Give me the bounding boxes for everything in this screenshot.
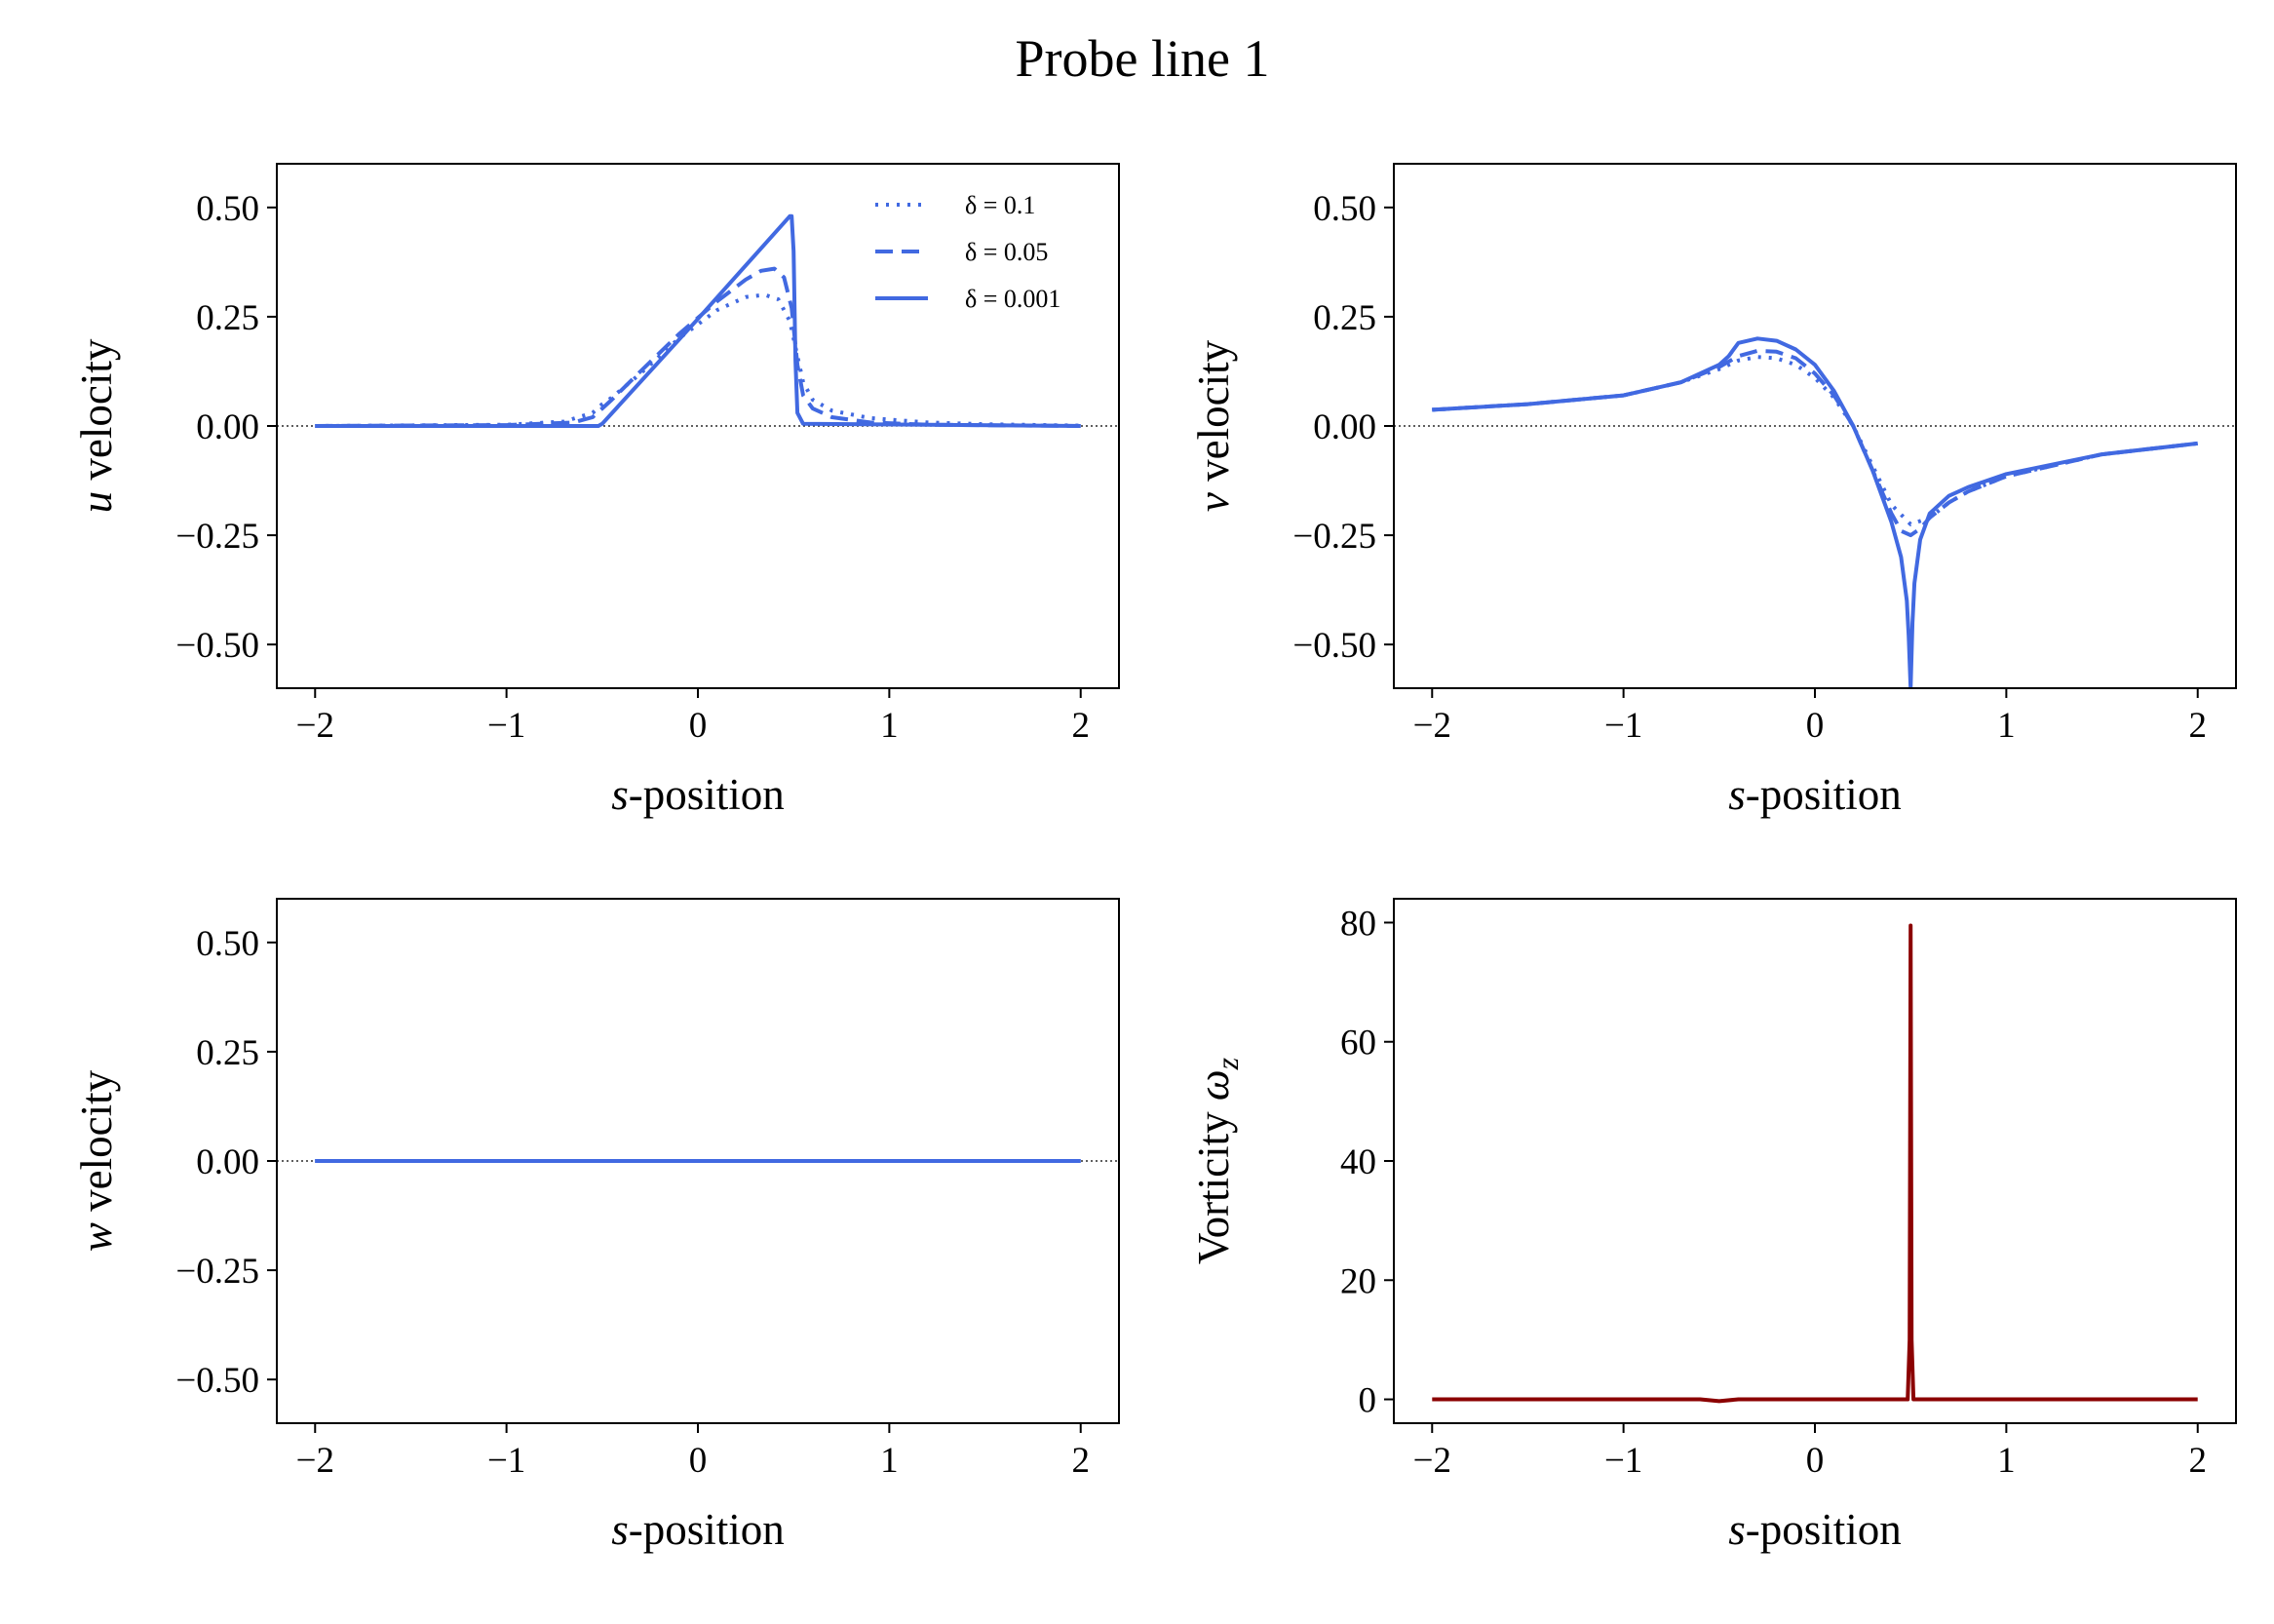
y-tick-label: 0.00	[196, 1142, 259, 1182]
x-axis-label: s-position	[611, 770, 785, 819]
y-tick-label: 0.50	[196, 189, 259, 229]
legend-entry: δ = 0.001	[965, 285, 1060, 313]
x-axis-label: s-position	[1728, 1505, 1902, 1554]
y-tick-label: 40	[1340, 1142, 1376, 1182]
x-tick-label: −1	[487, 1441, 525, 1481]
x-tick-label: 1	[1997, 1441, 2016, 1481]
y-tick-label: 0.25	[196, 298, 259, 338]
panel-bottom-left: −2 −1 0 1 2 0.50 0.25 0.00 −0.25 −0.50 s-position w…	[72, 898, 1120, 1554]
series-line-0	[315, 292, 1081, 428]
figure-title: Probe line 1	[1016, 29, 1270, 88]
legend-entry: δ = 0.05	[965, 238, 1048, 266]
x-tick-label: −2	[296, 1441, 334, 1481]
y-axis-label: Vorticity ωz	[1189, 1057, 1245, 1264]
x-tick-label: 0	[1806, 706, 1825, 746]
x-tick-label: 2	[2188, 1441, 2207, 1481]
x-tick-label: 0	[1806, 1441, 1825, 1481]
y-tick-label: 0.50	[196, 924, 259, 964]
x-axis-label: s-position	[1728, 770, 1902, 819]
y-tick-label: 80	[1340, 904, 1376, 944]
y-axis-label: w velocity	[72, 1069, 121, 1252]
y-tick-label: 0	[1359, 1381, 1377, 1421]
y-tick-label: 60	[1340, 1024, 1376, 1063]
y-tick-label: 0.00	[1313, 407, 1376, 447]
axes-frame	[1393, 898, 2237, 1424]
y-tick-label: −0.25	[175, 517, 259, 557]
x-tick-label: −1	[1604, 706, 1642, 746]
y-tick-label: 0.25	[196, 1033, 259, 1073]
y-tick-label: −0.50	[175, 1361, 259, 1401]
panel-top-right: −2 −1 0 1 2 0.50 0.25 0.00 −0.25 −0.50 s-position v…	[1189, 163, 2237, 819]
y-tick-label: −0.50	[175, 626, 259, 666]
y-axis-label: u velocity	[72, 338, 121, 513]
series-line-0	[1432, 923, 2198, 1404]
y-tick-label: −0.50	[1292, 626, 1376, 666]
series-line-1	[1432, 348, 2198, 538]
x-tick-label: 1	[880, 1441, 899, 1481]
y-tick-label: −0.25	[1292, 517, 1376, 557]
panel-top-left: −2 −1 0 1 2 0.50 0.25 0.00 −0.25 −0.50 s-position u…	[72, 163, 1120, 819]
series-line-2	[1432, 336, 2198, 688]
x-tick-label: 0	[689, 706, 708, 746]
x-tick-label: −2	[296, 706, 334, 746]
legend: δ = 0.1 δ = 0.05 δ = 0.001	[875, 191, 1060, 313]
y-tick-label: 0.00	[196, 407, 259, 447]
x-tick-label: 2	[2188, 706, 2207, 746]
x-tick-label: −1	[1604, 1441, 1642, 1481]
series-line-2	[315, 213, 1081, 428]
x-tick-label: −2	[1413, 1441, 1451, 1481]
series-line-0	[1432, 355, 2198, 526]
x-tick-label: 0	[689, 1441, 708, 1481]
y-tick-label: 0.25	[1313, 298, 1376, 338]
x-tick-label: −2	[1413, 706, 1451, 746]
y-tick-label: 0.50	[1313, 189, 1376, 229]
series-line-1	[315, 266, 1081, 428]
x-tick-label: 2	[1071, 706, 1090, 746]
y-tick-label: 20	[1340, 1261, 1376, 1301]
x-tick-label: 1	[880, 706, 899, 746]
x-axis-label: s-position	[611, 1505, 785, 1554]
y-axis-label: v velocity	[1189, 339, 1238, 512]
y-tick-label: −0.25	[175, 1252, 259, 1292]
x-tick-label: 2	[1071, 1441, 1090, 1481]
x-tick-label: −1	[487, 706, 525, 746]
x-tick-label: 1	[1997, 706, 2016, 746]
legend-entry: δ = 0.1	[965, 191, 1035, 219]
